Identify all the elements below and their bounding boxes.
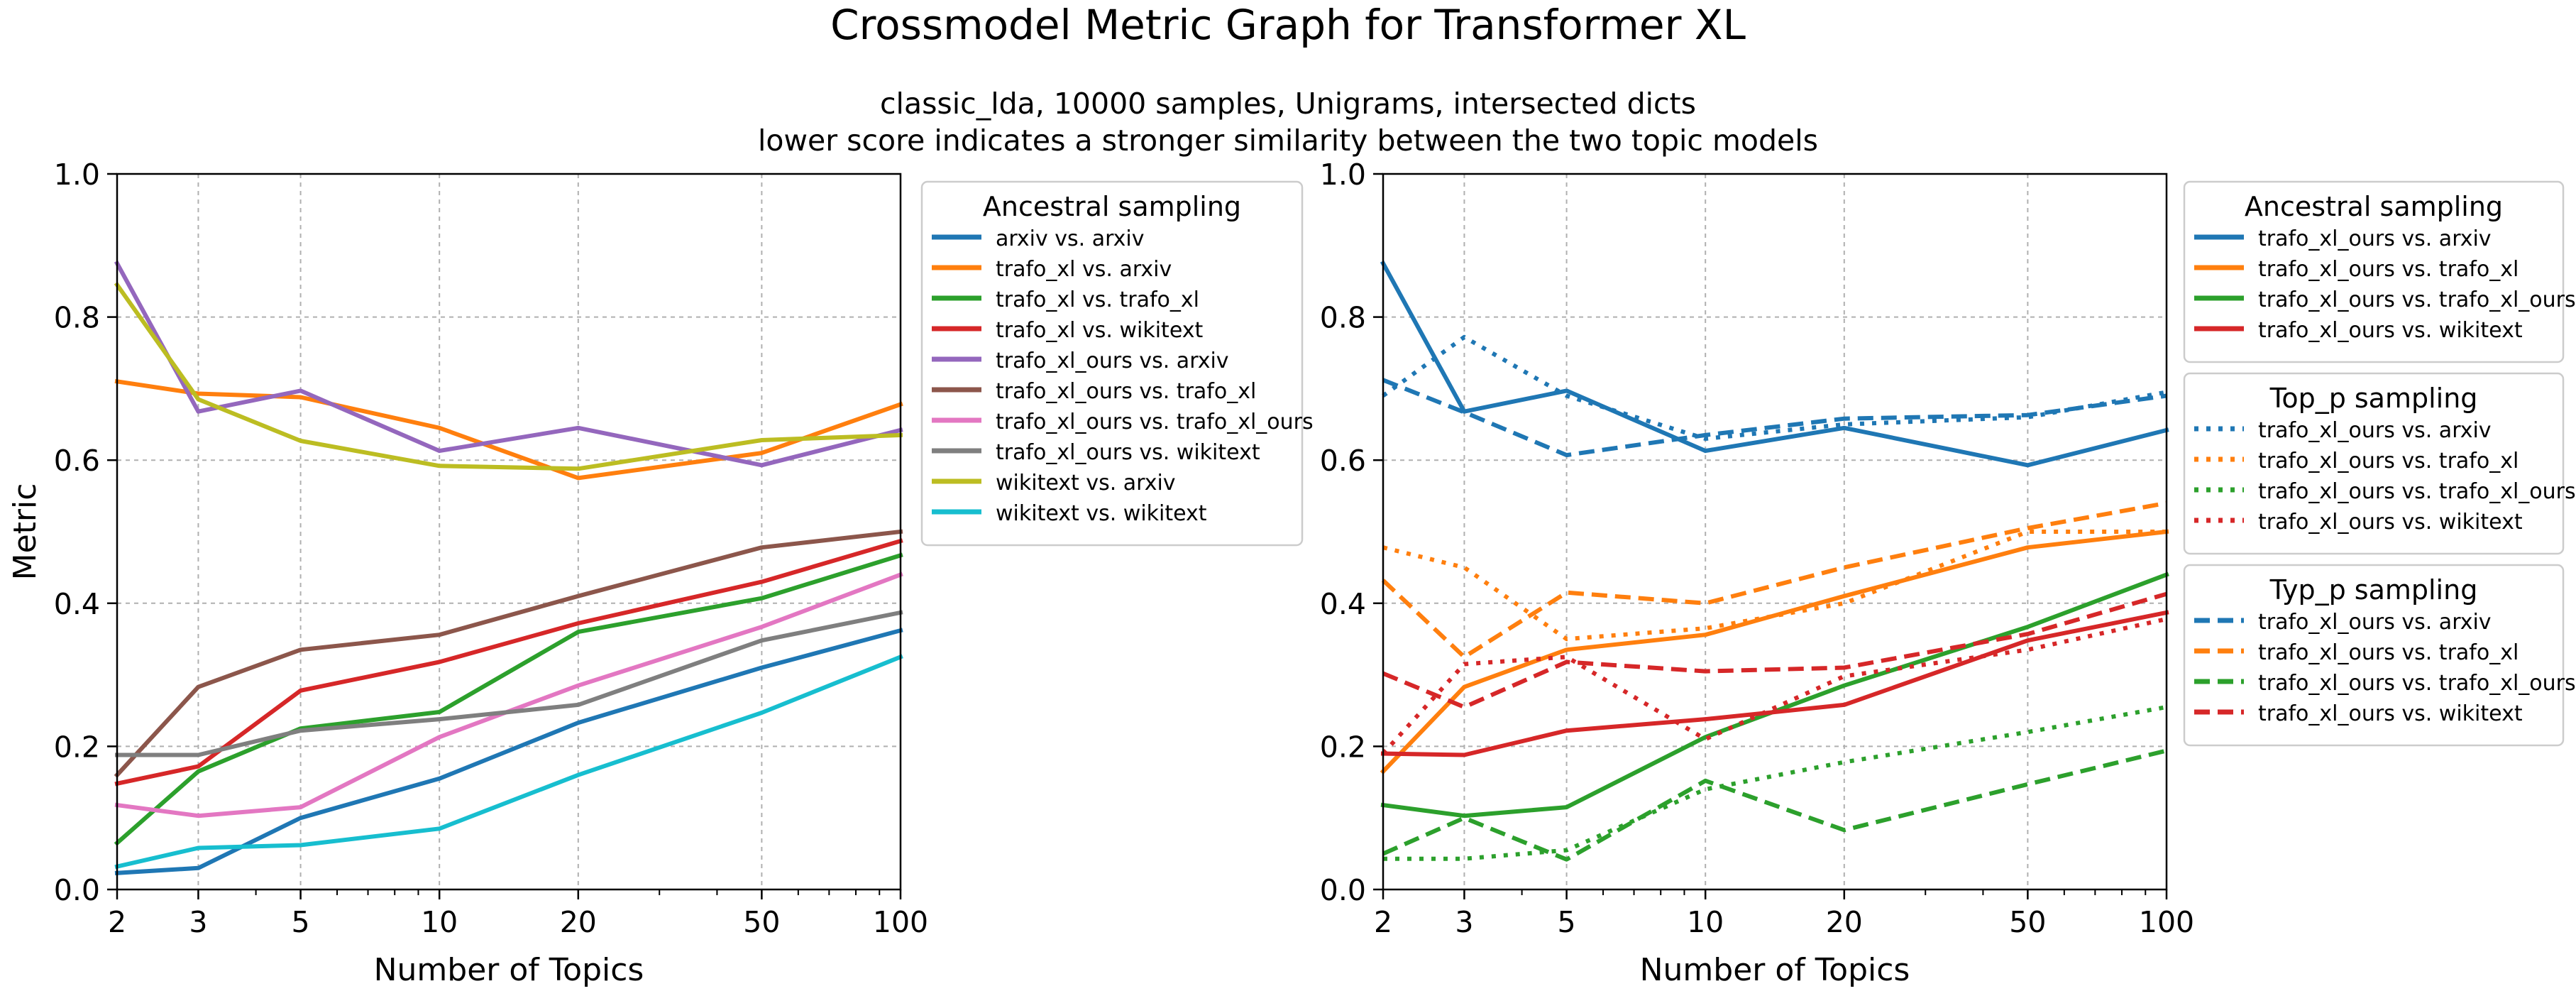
legend-box-1: Ancestral sampling trafo_xl_ours vs. arxi… [2183, 180, 2576, 363]
y-tick-label: 0.6 [1320, 444, 1366, 478]
y-tick-label: 0.6 [54, 444, 100, 478]
legend-title: Ancestral sampling [983, 191, 1241, 222]
legend-label: trafo_xl vs. trafo_xl [996, 288, 1199, 312]
x-axis-label: Number of Topics [374, 952, 644, 988]
y-tick-label: 0.0 [1320, 873, 1366, 907]
legend-frame [2183, 180, 2565, 363]
legend-label: trafo_xl_ours vs. arxiv [2258, 610, 2492, 635]
series-line-solid-9 [114, 282, 903, 471]
legend-label: trafo_xl_ours vs. arxiv [996, 349, 1229, 373]
x-tick-label: 2 [108, 905, 126, 939]
x-tick-label: 5 [1558, 905, 1576, 939]
legend-frame [920, 180, 1304, 547]
y-tick-label: 0.0 [54, 873, 100, 907]
subtitle-line-1: classic_lda, 10000 samples, Unigrams, in… [880, 87, 1696, 121]
legend-label: trafo_xl_ours vs. wikitext [2258, 318, 2523, 343]
legend-label: trafo_xl_ours vs. wikitext [2258, 701, 2523, 726]
series-line-dotted-1 [1382, 334, 2167, 441]
legend-label: trafo_xl_ours vs. arxiv [2258, 418, 2492, 443]
series-line-dotted-2 [1382, 530, 2167, 642]
legend-title: Typ_p sampling [2269, 574, 2478, 606]
y-axis-label: Metric [7, 483, 43, 581]
legend-box-2: Top_p sampling trafo_xl_ours vs. arxiv tra… [2183, 372, 2576, 555]
legend-frame [2183, 564, 2565, 747]
legend-box-1: Ancestral sampling arxiv vs. arxiv trafo_x… [920, 180, 1314, 547]
legend-label: trafo_xl_ours vs. wikitext [996, 440, 1260, 465]
x-tick-label: 100 [873, 905, 928, 939]
series-line-solid-1 [1380, 260, 2169, 468]
x-tick-label: 2 [1374, 905, 1392, 939]
y-tick-label: 1.0 [54, 158, 100, 192]
series-line-dashed-3 [1382, 748, 2167, 862]
series-line-dotted-4 [1381, 617, 2167, 755]
series-line-dotted-3 [1383, 705, 2167, 861]
figure-subtitle: classic_lda, 10000 samples, Unigrams, in… [0, 85, 2576, 159]
chart-panel-1: 2 3 5 10 20 50 100 0.0 0.2 0.4 0.6 0.8 1.0 Number of … [7, 158, 1314, 988]
x-tick-label: 20 [560, 905, 597, 939]
y-tick-label: 0.4 [54, 587, 100, 621]
series-line-solid-5 [114, 260, 903, 468]
y-tick-label: 0.8 [1320, 301, 1366, 335]
series-line-solid-8 [115, 610, 903, 757]
series-line-solid-6 [114, 529, 903, 778]
axes-frame [1382, 173, 2168, 891]
series-line-solid-3 [114, 552, 903, 846]
series-line-dashed-1 [1382, 378, 2167, 458]
subtitle-line-2: lower score indicates a stronger similar… [758, 124, 1818, 158]
legend-label: trafo_xl vs. wikitext [996, 318, 1204, 343]
x-tick-label: 5 [292, 905, 310, 939]
legend-box-3: Typ_p sampling trafo_xl_ours vs. arxiv tra… [2183, 564, 2576, 747]
series-line-solid-4 [1380, 610, 2169, 757]
figure-title: Crossmodel Metric Graph for Transformer … [830, 1, 1746, 49]
series-line-solid-7 [114, 571, 903, 818]
series-line-solid-2 [114, 378, 903, 481]
x-tick-label: 10 [421, 905, 458, 939]
series-line-solid-10 [114, 654, 903, 870]
legend-label: trafo_xl_ours vs. trafo_xl [2258, 640, 2519, 665]
legend-label: trafo_xl_ours vs. trafo_xl_ours [2258, 479, 2576, 504]
legend-label: trafo_xl vs. arxiv [996, 257, 1172, 282]
x-tick-label: 50 [743, 905, 780, 939]
x-tick-label: 20 [1826, 905, 1863, 939]
legend-label: wikitext vs. arxiv [996, 471, 1176, 496]
legend-label: arxiv vs. arxiv [996, 226, 1145, 251]
legend-label: trafo_xl_ours vs. trafo_xl [996, 379, 1256, 404]
y-tick-label: 1.0 [1320, 158, 1366, 192]
y-tick-label: 0.4 [1320, 587, 1366, 621]
x-tick-label: 100 [2139, 905, 2194, 939]
legend-label: trafo_xl_ours vs. trafo_xl [2258, 257, 2519, 282]
y-tick-label: 0.2 [54, 730, 100, 764]
legend-label: trafo_xl_ours vs. trafo_xl_ours [2258, 288, 2576, 312]
legend-frame [2183, 372, 2565, 555]
x-tick-label: 3 [189, 905, 207, 939]
x-tick-label: 10 [1687, 905, 1724, 939]
x-tick-label: 3 [1455, 905, 1473, 939]
legend-label: trafo_xl_ours vs. trafo_xl_ours [2258, 671, 2576, 696]
legend-label: trafo_xl_ours vs. wikitext [2258, 510, 2523, 535]
x-axis-label: Number of Topics [1640, 952, 1910, 988]
legend-label: trafo_xl_ours vs. trafo_xl_ours [996, 410, 1314, 434]
series-line-solid-4 [114, 538, 903, 787]
series-line-solid-3 [1380, 571, 2169, 818]
y-tick-label: 0.8 [54, 301, 100, 335]
chart-panel-2: 2 3 5 10 20 50 100 0.0 0.2 0.4 0.6 0.8 1.0 Number of … [1320, 158, 2576, 988]
series-line-solid-2 [1380, 529, 2169, 774]
legend-title: Ancestral sampling [2245, 191, 2503, 222]
legend-label: trafo_xl_ours vs. trafo_xl [2258, 449, 2519, 473]
series-line-dashed-2 [1381, 500, 2167, 659]
legend-title: Top_p sampling [2269, 383, 2478, 414]
y-tick-label: 0.2 [1320, 730, 1366, 764]
axes-frame [116, 173, 902, 891]
legend-label: wikitext vs. wikitext [996, 501, 1207, 526]
series-line-dashed-4 [1382, 591, 2167, 709]
x-tick-label: 50 [2009, 905, 2046, 939]
series-line-solid-1 [114, 628, 903, 875]
legend-label: trafo_xl_ours vs. arxiv [2258, 226, 2492, 251]
